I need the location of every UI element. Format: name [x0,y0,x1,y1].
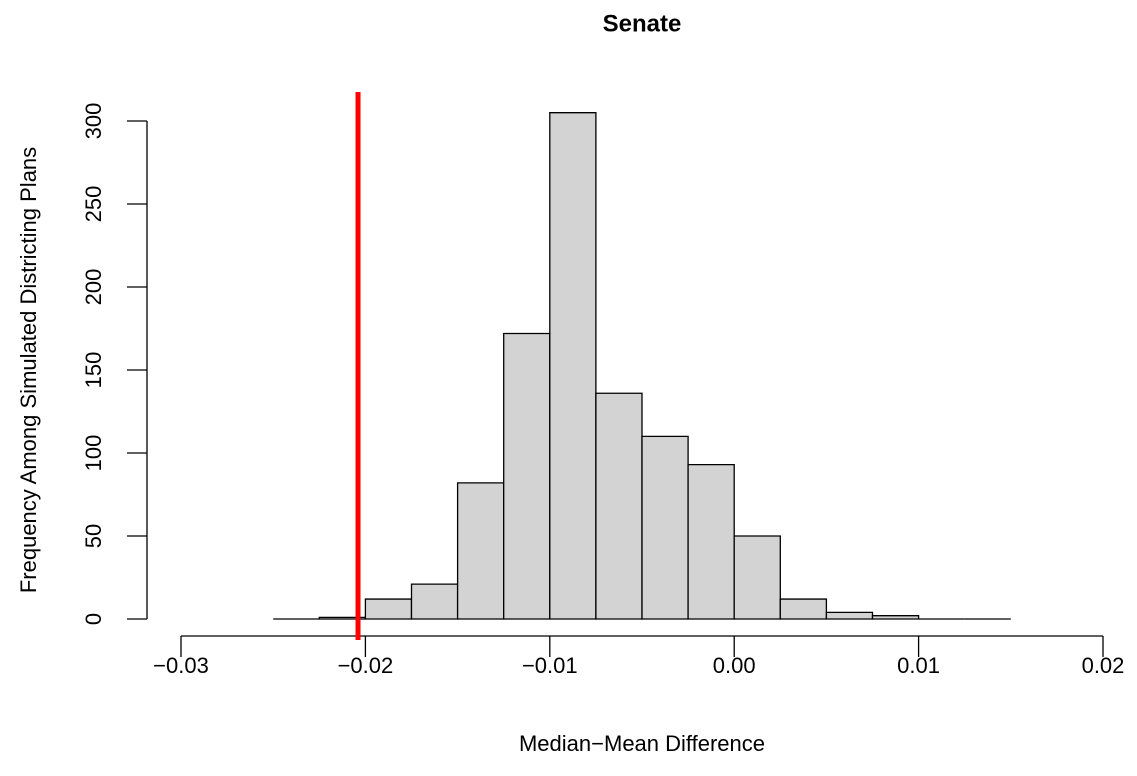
bar [641,435,689,620]
bar [687,463,735,620]
bar [779,598,828,620]
y-tick-label: 0 [81,613,106,625]
bar [503,332,551,620]
chart-title: Senate [603,10,682,37]
bar [410,583,459,620]
x-axis-label: Median−Mean Difference [519,731,765,756]
y-tick-label: 200 [81,269,106,306]
bar [595,392,643,620]
x-tick-label: 0.02 [1082,653,1125,678]
x-tick-label: 0.01 [897,653,940,678]
bar [549,112,597,620]
bar [456,482,505,620]
x-tick-label: −0.03 [153,653,209,678]
y-axis-label: Frequency Among Simulated Districting Pl… [16,147,41,593]
y-tick-label: 250 [81,186,106,223]
bar [733,535,781,620]
x-tick-label: −0.02 [338,653,394,678]
y-tick-label: 50 [81,524,106,548]
y-tick-label: 300 [81,103,106,140]
bar [825,611,874,620]
bar [871,615,920,620]
y-tick-label: 150 [81,352,106,389]
y-tick-label: 100 [81,435,106,472]
bar [364,598,413,620]
x-tick-label: −0.01 [522,653,578,678]
x-tick-label: 0.00 [713,653,756,678]
